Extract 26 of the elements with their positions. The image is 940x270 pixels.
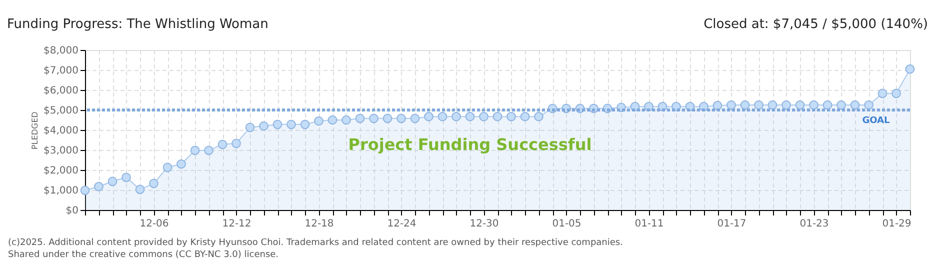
x-tick-label: 01-23 (800, 218, 829, 230)
text: Shared under the creative commons (CC BY-NC 3.0) license. (8, 250, 279, 260)
chart-title: Funding Progress: The Whistling Woman (7, 17, 268, 32)
x-tick-label: 12-12 (222, 218, 252, 230)
ref-line-label: GOAL (862, 116, 890, 126)
y-tick-label: $3,000 (44, 146, 78, 156)
x-tick-label: 12-18 (304, 218, 334, 230)
x-tick-label: 01-17 (717, 218, 746, 230)
y-tick-label: $1,000 (44, 186, 78, 196)
x-tick-label: 01-05 (552, 218, 582, 230)
y-tick-label: $5,000 (44, 106, 78, 116)
text: (c)2025. Additional content provided by Kristy Hyunsoo Choi. Trademarks and related content are owned by their respective companies. (8, 238, 623, 248)
y-tick-label: $4,000 (44, 126, 78, 136)
x-tick-label: 12-30 (470, 218, 499, 230)
chart-subtitle: Closed at: $7,045 / $5,000 (140%) (704, 17, 928, 32)
y-axis-title: PLEDGED (30, 112, 40, 150)
x-tick-label: 01-11 (634, 218, 664, 230)
y-tick-label: $0 (66, 206, 78, 216)
x-tick-label: 12-06 (140, 218, 169, 230)
y-tick-label: $2,000 (44, 166, 78, 176)
y-tick-label: $7,000 (44, 66, 78, 76)
x-tick-label: 12-24 (387, 218, 416, 230)
x-tick-label: 01-29 (882, 218, 912, 230)
y-tick-label: $6,000 (44, 86, 78, 96)
y-tick-label: $8,000 (44, 46, 78, 56)
annotation: Project Funding Successful (348, 135, 592, 154)
